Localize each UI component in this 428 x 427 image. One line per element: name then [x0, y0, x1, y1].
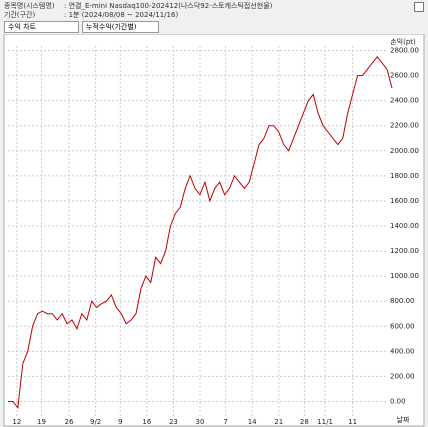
y-tick-label: 1600.00 [390, 197, 419, 205]
x-tick-label: 9/2 [90, 418, 101, 426]
y-tick-label: 800.00 [390, 297, 415, 305]
x-tick-label: 14 [248, 418, 257, 426]
x-tick-label: 21 [274, 418, 283, 426]
y-tick-label: 1400.00 [390, 222, 419, 230]
y-tick-label: 2400.00 [390, 97, 419, 105]
mode-select[interactable]: 누적수익(기간별) [82, 21, 159, 33]
chart: 손익(pt) 날짜 0.00 200.00 400.00 600.00 800.00 10… [3, 34, 425, 427]
settings-button[interactable] [414, 2, 424, 12]
y-tick-label: 2000.00 [390, 147, 419, 155]
header-label: 종목명(시스템명) [4, 2, 55, 10]
profit-line [8, 55, 393, 410]
y-tick-label: 0.00 [390, 397, 406, 405]
y-tick-label: 400.00 [390, 347, 415, 355]
header-label: 기간(구간) [4, 11, 36, 19]
y-tick-label: 200.00 [390, 372, 415, 380]
chart-background [3, 34, 425, 427]
y-tick-label: 2600.00 [390, 72, 419, 80]
x-axis-label: 날짜 [397, 415, 410, 424]
y-tick-label: 600.00 [390, 322, 415, 330]
x-tick-label: 28 [300, 418, 309, 426]
x-tick-label: 12 [12, 418, 21, 426]
x-tick-label: 19 [37, 418, 46, 426]
y-axis-label: 손익(pt) [390, 38, 416, 46]
x-tick-label: 30 [196, 418, 205, 426]
x-tick-label: 16 [142, 418, 151, 426]
x-tick-label: 26 [65, 418, 74, 426]
y-tick-label: 2200.00 [390, 122, 419, 130]
y-tick-label: 1000.00 [390, 272, 419, 280]
x-tick-label: 11 [348, 418, 357, 426]
x-tick-label: 7 [223, 418, 227, 426]
y-tick-label: 1200.00 [390, 247, 419, 255]
x-tick-label: 23 [169, 418, 178, 426]
y-tick-label: 2800.00 [390, 47, 419, 55]
x-tick-label: 11/1 [317, 418, 333, 426]
header-value: : 연결_E-mini Nasdaq100-202412(나스닥92-스토캐스틱… [64, 2, 273, 10]
header-value: : 1분 (2024/08/08 ~ 2024/11/16) [64, 11, 179, 19]
x-tick-label: 9 [118, 418, 122, 426]
chart-select[interactable]: 수익 차트 [4, 21, 79, 33]
y-tick-label: 1800.00 [390, 172, 419, 180]
